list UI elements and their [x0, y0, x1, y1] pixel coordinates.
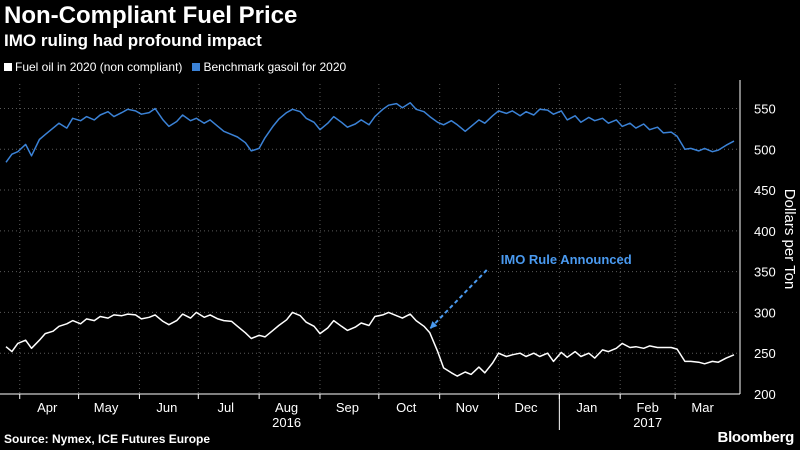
y-tick-label: 450 [754, 183, 776, 198]
y-axis-title: Dollars per Ton [781, 189, 798, 290]
x-year-label: 2016 [272, 415, 301, 430]
series-line-fuel-oil [6, 312, 734, 376]
x-tick-label: Apr [37, 400, 58, 415]
x-tick-label: Feb [636, 400, 658, 415]
x-tick-label: Nov [456, 400, 480, 415]
x-tick-label: Sep [336, 400, 359, 415]
x-tick-label: Mar [691, 400, 714, 415]
y-tick-label: 250 [754, 346, 776, 361]
y-tick-label: 350 [754, 265, 776, 280]
y-tick-label: 200 [754, 387, 776, 402]
x-tick-label: Oct [396, 400, 417, 415]
y-tick-label: 300 [754, 305, 776, 320]
x-tick-label: Jun [156, 400, 177, 415]
y-tick-label: 550 [754, 101, 776, 116]
bloomberg-logo: Bloomberg [718, 429, 794, 446]
y-tick-label: 500 [754, 142, 776, 157]
x-tick-label: Aug [275, 400, 298, 415]
annotation-label: IMO Rule Announced [501, 252, 632, 267]
y-tick-label: 400 [754, 224, 776, 239]
x-tick-label: Dec [514, 400, 538, 415]
x-tick-label: May [94, 400, 119, 415]
x-year-label: 2017 [633, 415, 662, 430]
annotation-arrow [430, 270, 487, 329]
line-chart: 200 250 300 350 400 450 500 550 Dollars per Ton A… [0, 0, 800, 450]
x-tick-label: Jul [217, 400, 234, 415]
x-tick-label: Jan [576, 400, 597, 415]
series-line-gasoil [6, 103, 734, 163]
source-note: Source: Nymex, ICE Futures Europe [4, 432, 210, 446]
